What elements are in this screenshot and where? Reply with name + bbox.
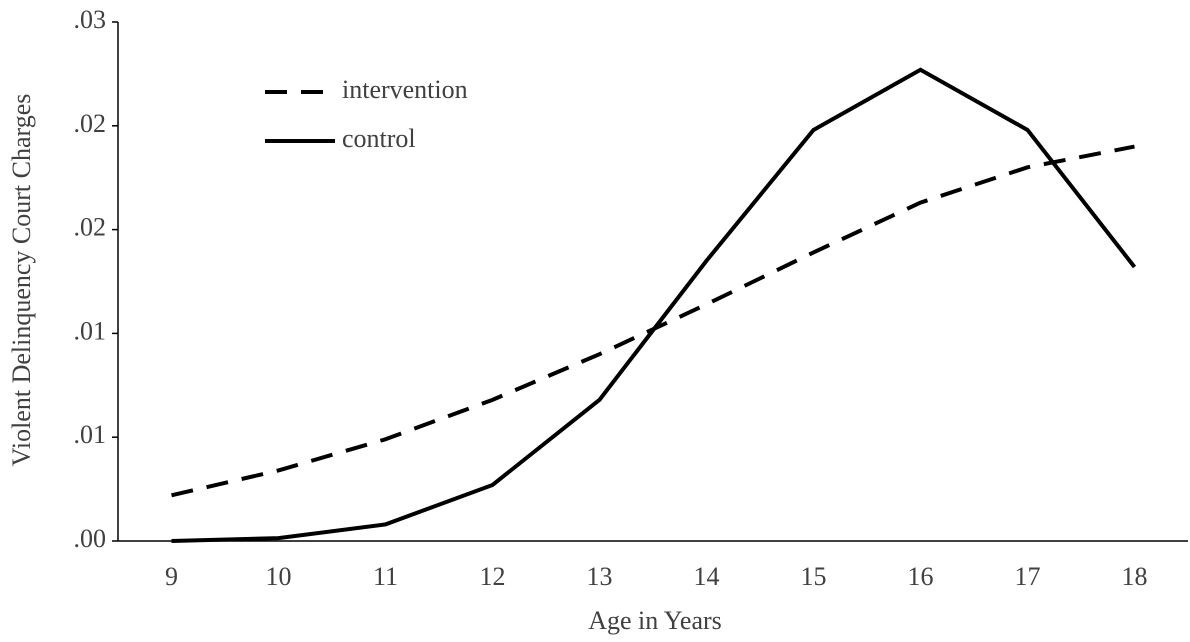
x-tick-label: 18 — [1122, 562, 1148, 591]
x-tick-label: 14 — [694, 562, 720, 591]
x-tick-label: 10 — [266, 562, 292, 591]
line-0 — [171, 144, 1135, 498]
x-tick-label: 9 — [165, 562, 178, 591]
x-axis-label: Age in Years — [588, 606, 722, 635]
x-tick-label: 11 — [373, 562, 398, 591]
legend-label: control — [342, 124, 416, 153]
y-tick-label: .01 — [74, 316, 107, 345]
y-tick-label: .01 — [74, 420, 107, 449]
legend-label: intervention — [342, 75, 468, 104]
x-tick-label: 12 — [480, 562, 506, 591]
y-tick-label: .02 — [74, 109, 107, 138]
x-tick-label: 16 — [908, 562, 934, 591]
x-tick-label: 15 — [801, 562, 827, 591]
line-1 — [171, 67, 1137, 543]
y-tick-label: .00 — [74, 524, 107, 553]
x-tick-label: 13 — [587, 562, 613, 591]
x-tick-label: 17 — [1015, 562, 1041, 591]
y-tick-label: .03 — [74, 5, 107, 34]
y-axis-label: Violent Delinquency Court Charges — [7, 94, 36, 467]
y-tick-label: .02 — [74, 213, 107, 242]
